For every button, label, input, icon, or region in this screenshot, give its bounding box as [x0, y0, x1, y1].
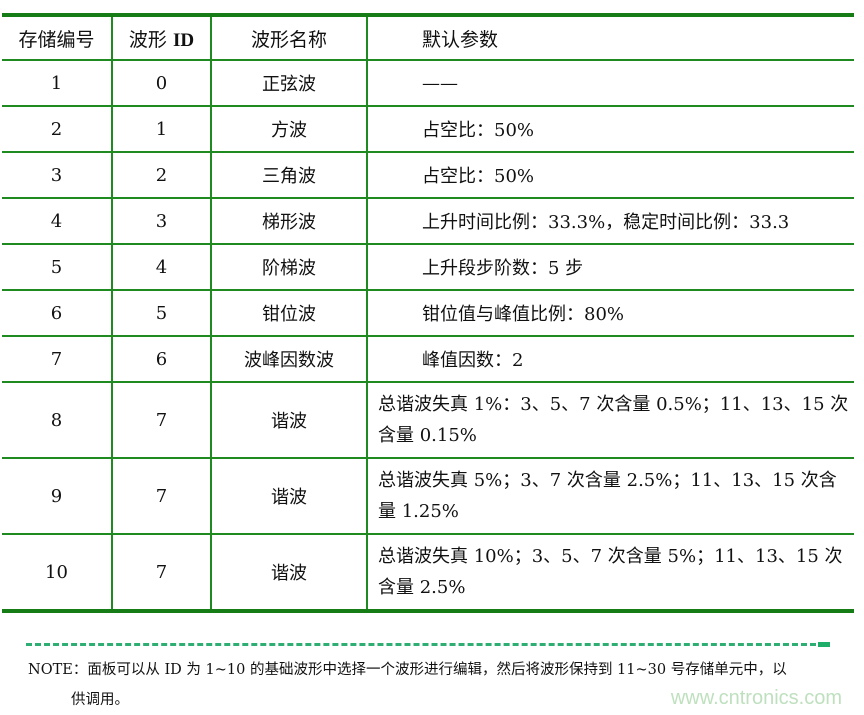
- table-row: 3 2 三角波 占空比：50%: [2, 151, 854, 199]
- header-default-params: 默认参数: [366, 14, 854, 61]
- cell-default-params: 上升时间比例：33.3%，稳定时间比例：33.3: [366, 197, 854, 245]
- cell-wave-name: 谐波: [210, 533, 367, 612]
- dashed-divider-end: [818, 642, 830, 647]
- table-row: 4 3 梯形波 上升时间比例：33.3%，稳定时间比例：33.3: [2, 197, 854, 245]
- table-row: 6 5 钳位波 钳位值与峰值比例：80%: [2, 289, 854, 337]
- cell-wave-id: 0: [111, 59, 211, 107]
- cell-wave-id: 6: [111, 335, 211, 383]
- header-wave-id-text: 波形: [128, 28, 167, 51]
- note: NOTE：面板可以从 ID 为 1~10 的基础波形中选择一个波形进行编辑，然后…: [28, 655, 838, 715]
- cell-wave-id: 2: [111, 151, 211, 199]
- cell-wave-name: 阶梯波: [210, 243, 367, 291]
- cell-storage-no: 8: [2, 381, 112, 459]
- table-row: 9 7 谐波 总谐波失真 5%；3、7 次含量 2.5%；11、13、15 次含量 1…: [2, 457, 854, 535]
- cell-default-params: 上升段步阶数：5 步: [366, 243, 854, 291]
- cell-wave-name: 梯形波: [210, 197, 367, 245]
- header-storage-no: 存储编号: [2, 14, 112, 61]
- table-header-row: 存储编号 波形 ID 波形名称 默认参数: [2, 14, 854, 61]
- cell-default-params: 总谐波失真 5%；3、7 次含量 2.5%；11、13、15 次含量 1.25%: [366, 457, 854, 535]
- watermark: www.cntronics.com: [670, 687, 842, 709]
- cell-storage-no: 3: [2, 151, 112, 199]
- cell-wave-id: 1: [111, 105, 211, 153]
- header-wave-id-suffix: ID: [172, 29, 195, 51]
- cell-wave-name: 三角波: [210, 151, 367, 199]
- cell-default-params: 总谐波失真 1%：3、5、7 次含量 0.5%；11、13、15 次含量 0.1…: [366, 381, 854, 459]
- note-line-2: 供调用。: [71, 692, 129, 708]
- cell-storage-no: 4: [2, 197, 112, 245]
- table-row: 2 1 方波 占空比：50%: [2, 105, 854, 153]
- cell-storage-no: 10: [2, 533, 112, 612]
- cell-storage-no: 5: [2, 243, 112, 291]
- cell-storage-no: 9: [2, 457, 112, 535]
- cell-wave-id: 5: [111, 289, 211, 337]
- table-row: 10 7 谐波 总谐波失真 10%；3、5、7 次含量 5%；11、13、15 次含量…: [2, 533, 854, 612]
- header-wave-id: 波形 ID: [111, 14, 211, 61]
- table-row: 1 0 正弦波 ——: [2, 59, 854, 107]
- cell-wave-name: 正弦波: [210, 59, 367, 107]
- cell-default-params: ——: [366, 59, 854, 107]
- header-wave-name: 波形名称: [210, 14, 367, 61]
- cell-wave-id: 7: [111, 533, 211, 612]
- cell-wave-name: 谐波: [210, 381, 367, 459]
- cell-default-params: 总谐波失真 10%；3、5、7 次含量 5%；11、13、15 次含量 2.5%: [366, 533, 854, 612]
- cell-storage-no: 7: [2, 335, 112, 383]
- table-row: 7 6 波峰因数波 峰值因数：2: [2, 335, 854, 383]
- cell-default-params: 占空比：50%: [366, 105, 854, 153]
- waveform-table: 存储编号 波形 ID 波形名称 默认参数 1 0 正弦波 —— 2 1 方波 占空比：50% 3…: [2, 13, 854, 613]
- cell-default-params: 占空比：50%: [366, 151, 854, 199]
- table-row: 5 4 阶梯波 上升段步阶数：5 步: [2, 243, 854, 291]
- cell-wave-id: 7: [111, 457, 211, 535]
- cell-storage-no: 6: [2, 289, 112, 337]
- cell-wave-name: 钳位波: [210, 289, 367, 337]
- cell-wave-id: 7: [111, 381, 211, 459]
- cell-storage-no: 2: [2, 105, 112, 153]
- cell-wave-name: 方波: [210, 105, 367, 153]
- cell-storage-no: 1: [2, 59, 112, 107]
- table-row: 8 7 谐波 总谐波失真 1%：3、5、7 次含量 0.5%；11、13、15 次含量…: [2, 381, 854, 459]
- cell-wave-id: 3: [111, 197, 211, 245]
- cell-wave-name: 谐波: [210, 457, 367, 535]
- dashed-divider: [26, 643, 816, 646]
- note-line-1: NOTE：面板可以从 ID 为 1~10 的基础波形中选择一个波形进行编辑，然后…: [28, 662, 787, 678]
- cell-wave-id: 4: [111, 243, 211, 291]
- cell-default-params: 峰值因数：2: [366, 335, 854, 383]
- cell-default-params: 钳位值与峰值比例：80%: [366, 289, 854, 337]
- cell-wave-name: 波峰因数波: [210, 335, 367, 383]
